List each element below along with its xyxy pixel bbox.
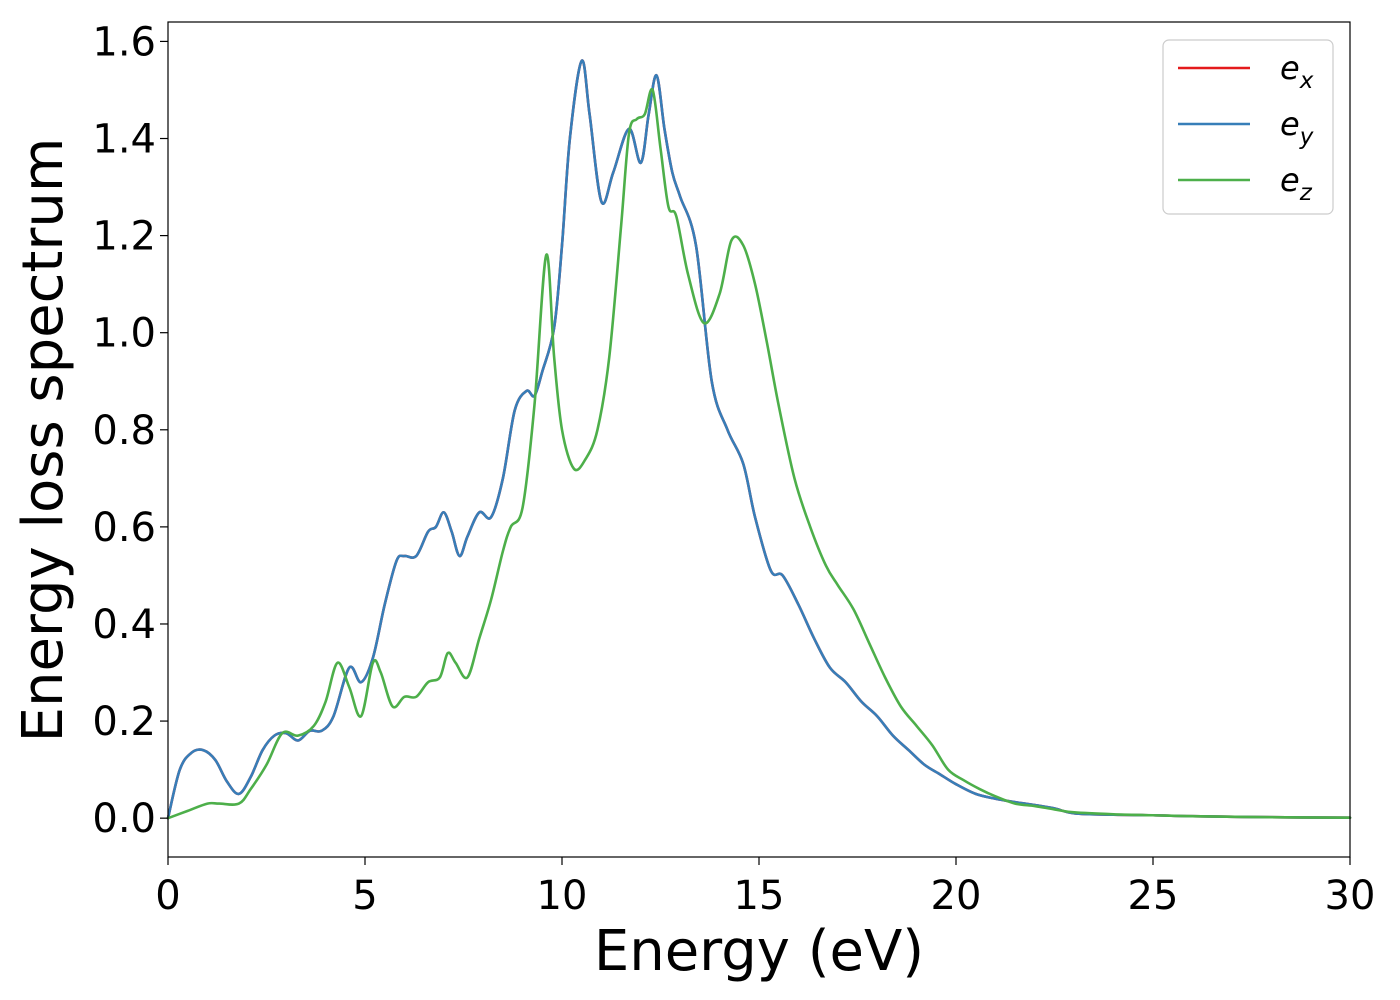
series-line-y (166, 59, 1352, 820)
x-tick-label: 20 (931, 873, 982, 919)
x-tick-label: 0 (155, 873, 180, 919)
y-tick-label: 1.0 (92, 311, 156, 357)
legend-label-z: ez (1280, 161, 1313, 206)
x-tick-label: 15 (734, 873, 785, 919)
y-tick-label: 0.0 (92, 796, 156, 842)
y-tick-label: 1.2 (92, 214, 156, 260)
x-axis: 0 5 10 15 20 25 30 (155, 857, 1375, 919)
series-group (166, 59, 1352, 820)
legend: ex ey ez (1162, 39, 1334, 215)
y-tick-label: 1.6 (92, 19, 156, 65)
y-tick-label: 0.8 (92, 408, 156, 454)
x-tick-label: 5 (352, 873, 377, 919)
x-axis-label: Energy (eV) (594, 919, 924, 984)
legend-box (1162, 39, 1334, 215)
x-tick-label: 25 (1128, 873, 1179, 919)
x-tick-label: 10 (537, 873, 588, 919)
y-tick-label: 0.4 (92, 602, 156, 648)
y-axis: 0.0 0.2 0.4 0.6 0.8 1.0 1.2 1.4 1.6 (92, 19, 168, 842)
y-axis-label: Energy loss spectrum (11, 138, 76, 743)
y-tick-label: 1.4 (92, 117, 156, 163)
legend-label-y: ey (1280, 105, 1314, 150)
x-tick-label: 30 (1325, 873, 1376, 919)
y-tick-label: 0.2 (92, 699, 156, 745)
series-line-z (166, 87, 1352, 820)
legend-label-x: ex (1280, 49, 1314, 94)
y-tick-label: 0.6 (92, 505, 156, 551)
